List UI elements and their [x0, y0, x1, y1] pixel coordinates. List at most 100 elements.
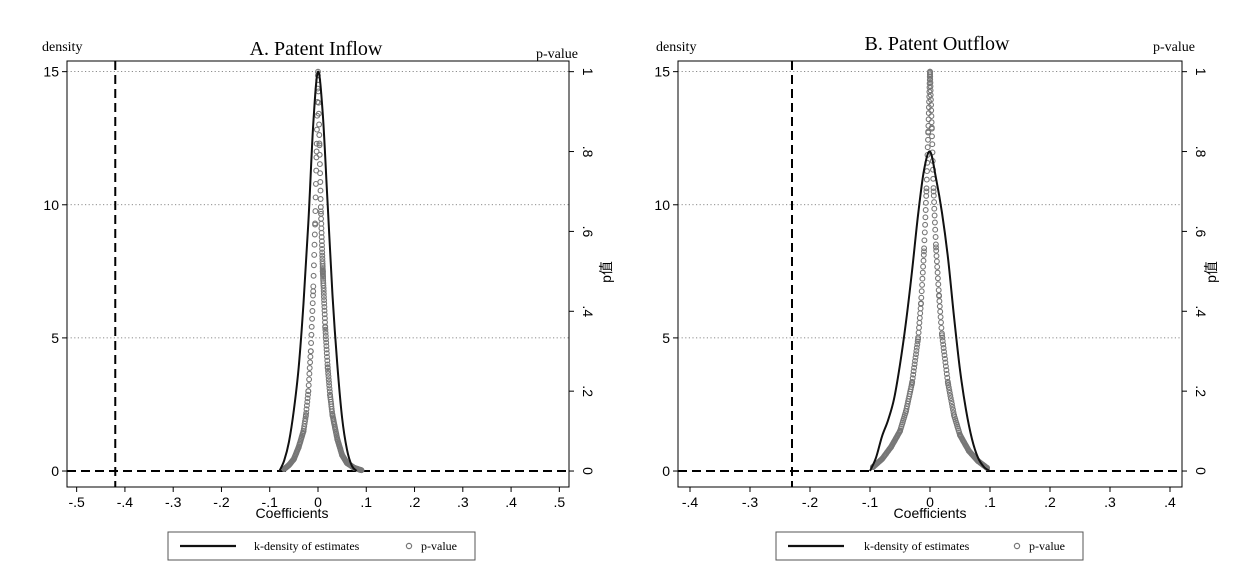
- right-axis-title-top: p-value: [536, 47, 578, 62]
- x-tick-label: .1: [984, 494, 996, 510]
- plot-frame: [677, 60, 1183, 488]
- pvalue-point: [319, 260, 326, 267]
- pvalue-point: [323, 350, 330, 357]
- pvalue-point: [930, 192, 937, 199]
- pvalue-point: [932, 226, 939, 233]
- pvalue-point: [935, 281, 942, 288]
- right-axis-title-side: p值: [598, 261, 614, 283]
- pvalue-point: [918, 288, 925, 295]
- chart-title: B. Patent Outflow: [865, 33, 1011, 55]
- pvalue-point: [325, 376, 332, 383]
- pvalue-point: [305, 382, 312, 389]
- pvalue-point: [927, 79, 934, 86]
- pvalue-point: [911, 364, 918, 371]
- pvalue-point: [926, 80, 933, 87]
- y-tick-label-left: 5: [662, 330, 670, 346]
- pvalue-point: [321, 307, 328, 314]
- pvalue-point: [326, 385, 333, 392]
- x-tick-label: -.4: [682, 494, 699, 510]
- pvalue-point: [927, 68, 933, 75]
- plot-frame: [66, 60, 570, 488]
- pvalue-point: [318, 234, 325, 241]
- pvalue-point: [933, 247, 940, 254]
- pvalue-point: [300, 428, 307, 435]
- y-tick-label-left: 15: [654, 64, 670, 80]
- pvalue-point: [307, 353, 314, 360]
- pvalue-point: [309, 308, 316, 314]
- pvalue-point: [303, 402, 310, 409]
- pvalue-point: [921, 248, 927, 255]
- pvalue-point: [946, 389, 953, 396]
- legend: k-density of estimates p-value: [167, 531, 476, 561]
- x-tick-label: .4: [505, 494, 517, 510]
- pvalue-point: [942, 359, 949, 366]
- x-tick-label: 0: [314, 494, 322, 510]
- pvalue-point: [918, 294, 925, 301]
- pvalue-point: [302, 415, 309, 422]
- chart-title: A. Patent Inflow: [250, 38, 383, 60]
- pvalue-point: [923, 188, 930, 195]
- pvalue-point: [324, 364, 331, 371]
- pvalue-point: [309, 315, 316, 322]
- pvalue-point: [916, 315, 923, 321]
- pvalue-point: [305, 388, 312, 395]
- pvalue-point: [931, 205, 938, 212]
- pvalue-point: [913, 344, 920, 351]
- y-tick-label-right: .6: [1193, 226, 1209, 238]
- x-axis-title: Coefficients: [894, 505, 967, 521]
- pvalue-point: [914, 338, 921, 345]
- pvalue-point: [922, 207, 929, 213]
- pvalue-point: [325, 373, 332, 380]
- pvalue-point: [316, 140, 323, 147]
- pvalue-point: [922, 199, 929, 206]
- pvalue-point: [307, 348, 314, 355]
- pvalue-point: [920, 257, 927, 264]
- pvalue-point: [928, 119, 935, 126]
- pvalue-point: [313, 148, 320, 155]
- pvalue-point: [310, 262, 317, 269]
- legend: k-density of estimates p-value: [775, 531, 1084, 561]
- pvalue-point: [919, 275, 926, 282]
- pvalue-point: [302, 412, 309, 419]
- pvalue-point: [358, 467, 365, 474]
- y-tick-label-left: 0: [662, 463, 670, 479]
- pvalue-point: [915, 329, 922, 336]
- pvalue-point: [939, 338, 946, 344]
- y-tick-label-right: .8: [1193, 146, 1209, 158]
- y-tick-label-right: .2: [1193, 385, 1209, 397]
- y-tick-label-left: 5: [51, 330, 59, 346]
- pvalue-point: [936, 298, 943, 305]
- pvalue-point: [321, 297, 328, 304]
- pvalue-point: [950, 406, 956, 413]
- pvalue-point: [920, 251, 927, 258]
- pvalue-point: [329, 412, 336, 419]
- legend-label-density: k-density of estimates: [864, 539, 970, 553]
- pvalue-point: [928, 107, 935, 114]
- pvalue-point: [949, 403, 956, 410]
- pvalue-point: [325, 370, 332, 377]
- pvalue-point: [323, 346, 330, 353]
- pvalue-point: [921, 229, 928, 236]
- pvalue-point: [319, 268, 326, 275]
- pvalue-point: [934, 269, 941, 276]
- pvalue-points: [281, 68, 365, 474]
- panel-a: A. Patent Inflow density p-value p值 Coef…: [42, 38, 614, 561]
- kdensity-line: [278, 70, 358, 472]
- pvalue-point: [927, 76, 934, 83]
- pvalue-point: [325, 367, 331, 374]
- pvalue-point: [326, 382, 333, 389]
- pvalue-point: [303, 406, 310, 413]
- pvalue-point: [943, 367, 950, 374]
- pvalue-point: [916, 319, 923, 326]
- pvalue-point: [308, 340, 315, 346]
- y-tick-label-right: .8: [580, 146, 596, 158]
- pvalue-point: [322, 326, 329, 333]
- pvalue-point: [319, 245, 326, 252]
- pvalue-point: [930, 185, 937, 192]
- pvalue-point: [339, 452, 346, 459]
- pvalue-point: [948, 400, 955, 407]
- pvalue-point: [945, 380, 951, 387]
- pvalue-point: [921, 245, 928, 252]
- pvalue-point: [897, 428, 903, 435]
- pvalue-point: [317, 179, 324, 185]
